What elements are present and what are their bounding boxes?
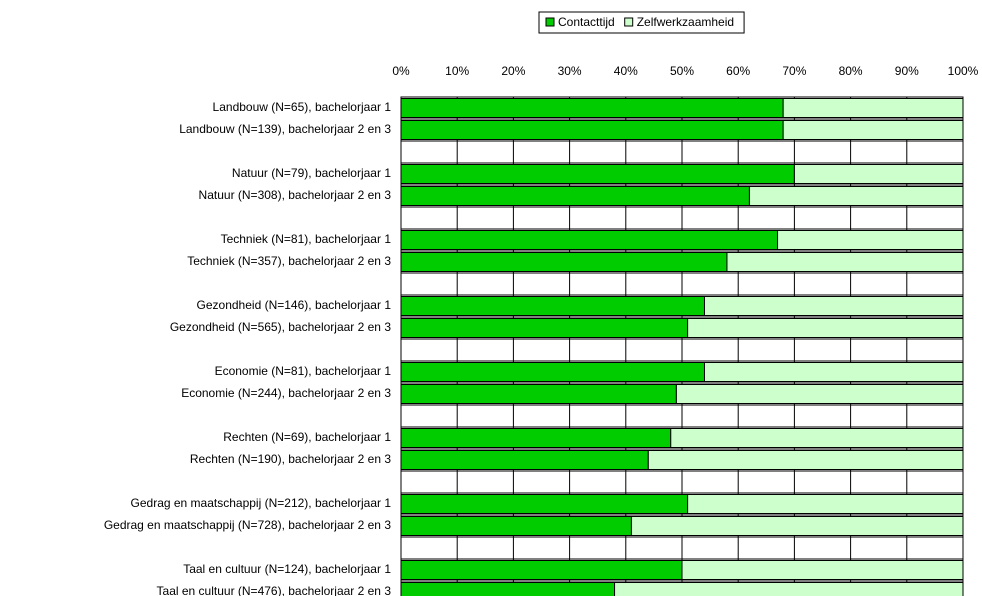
y-tick-label: Landbouw (N=139), bachelorjaar 2 en 3 — [179, 122, 391, 136]
y-tick-label: Gedrag en maatschappij (N=728), bachelor… — [104, 518, 392, 532]
legend-label: Contacttijd — [558, 15, 615, 29]
bar-segment — [400, 494, 689, 514]
y-tick-label: Natuur (N=308), bachelorjaar 2 en 3 — [199, 188, 392, 202]
bar-segment — [400, 120, 784, 140]
y-tick-label: Taal en cultuur (N=124), bachelorjaar 1 — [183, 562, 391, 576]
x-tick-label: 40% — [614, 64, 638, 78]
bar-segment — [400, 186, 750, 206]
bar-segment — [614, 582, 964, 596]
bar-segment — [400, 362, 705, 382]
y-tick-label: Gedrag en maatschappij (N=212), bachelor… — [131, 496, 392, 510]
x-tick-label: 20% — [501, 64, 525, 78]
bar-segment — [400, 98, 784, 118]
legend-label: Zelfwerkzaamheid — [637, 15, 734, 29]
y-tick-label: Landbouw (N=65), bachelorjaar 1 — [213, 100, 392, 114]
bar-segment — [400, 384, 677, 404]
bar-segment — [687, 494, 964, 514]
bar-segment — [400, 296, 705, 316]
bar-segment — [400, 164, 795, 184]
y-tick-label: Taal en cultuur (N=476), bachelorjaar 2 … — [157, 584, 392, 596]
bar-segment — [675, 384, 964, 404]
x-tick-label: 70% — [782, 64, 806, 78]
y-tick-label: Techniek (N=357), bachelorjaar 2 en 3 — [187, 254, 391, 268]
y-tick-label: Economie (N=81), bachelorjaar 1 — [215, 364, 392, 378]
bar-segment — [400, 428, 672, 448]
bar-segment — [647, 450, 964, 470]
y-tick-label: Gezondheid (N=565), bachelorjaar 2 en 3 — [170, 320, 391, 334]
x-tick-label: 80% — [839, 64, 863, 78]
x-tick-label: 0% — [392, 64, 410, 78]
bar-segment — [748, 186, 964, 206]
bar-segment — [681, 560, 964, 580]
bar-segment — [687, 318, 964, 338]
y-tick-label: Rechten (N=69), bachelorjaar 1 — [223, 430, 391, 444]
bar-segment — [703, 362, 964, 382]
bar-segment — [726, 252, 964, 272]
bar-segment — [400, 318, 689, 338]
x-tick-label: 60% — [726, 64, 750, 78]
x-tick-label: 90% — [895, 64, 919, 78]
legend-swatch — [624, 17, 634, 27]
bar-segment — [630, 516, 964, 536]
bar-segment — [703, 296, 964, 316]
bar-segment — [782, 98, 964, 118]
y-tick-label: Economie (N=244), bachelorjaar 2 en 3 — [181, 386, 391, 400]
bar-segment — [400, 252, 728, 272]
y-tick-label: Natuur (N=79), bachelorjaar 1 — [232, 166, 391, 180]
bar-segment — [400, 230, 779, 250]
legend-swatch — [545, 17, 555, 27]
bar-segment — [670, 428, 964, 448]
bar-segment — [400, 516, 632, 536]
bar-segment — [400, 450, 649, 470]
bar-segment — [793, 164, 964, 184]
x-tick-label: 30% — [558, 64, 582, 78]
bar-segment — [400, 582, 616, 596]
y-tick-label: Techniek (N=81), bachelorjaar 1 — [221, 232, 392, 246]
bar-segment — [782, 120, 964, 140]
y-tick-label: Gezondheid (N=146), bachelorjaar 1 — [197, 298, 392, 312]
bar-segment — [400, 560, 683, 580]
legend-box — [538, 11, 745, 34]
x-tick-label: 10% — [445, 64, 469, 78]
x-tick-label: 50% — [670, 64, 694, 78]
x-tick-label: 100% — [948, 64, 979, 78]
y-tick-label: Rechten (N=190), bachelorjaar 2 en 3 — [190, 452, 391, 466]
bar-segment — [777, 230, 964, 250]
